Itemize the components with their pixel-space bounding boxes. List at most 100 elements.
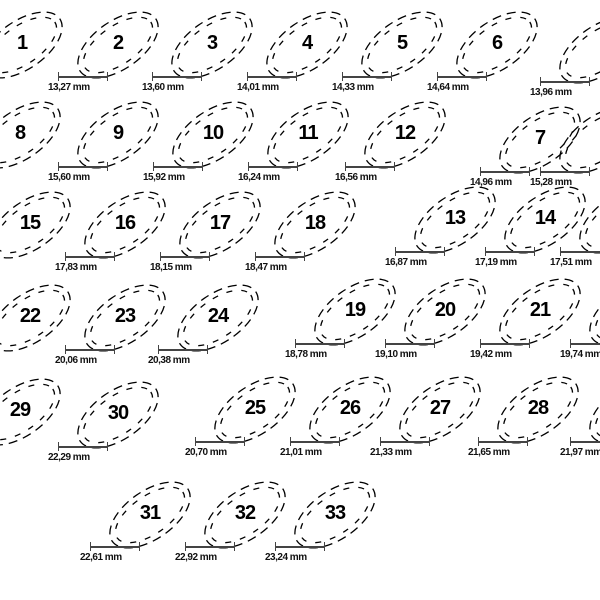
diameter-label: 22,61 mm <box>80 552 122 563</box>
ring-size-number: 27 <box>429 397 451 419</box>
ring-size-item: 10 <box>163 100 263 170</box>
diameter-label: 21,97 mm <box>560 447 600 458</box>
diameter-label: 14,64 mm <box>427 82 469 93</box>
ring-outline-icon <box>499 278 581 346</box>
diameter-label: 14,33 mm <box>332 82 374 93</box>
ring-outline-icon <box>414 186 496 254</box>
scale-bar <box>485 247 535 256</box>
diameter-label: 16,24 mm <box>238 172 280 183</box>
ring-outline-icon <box>84 284 166 352</box>
diameter-label: 18,78 mm <box>285 349 327 360</box>
diameter-label: 17,19 mm <box>475 257 517 268</box>
ring-size-number: 22 <box>19 305 41 327</box>
ring-size-item: 33 <box>285 480 385 550</box>
ring-outline-icon <box>579 186 600 254</box>
scale-bar <box>342 72 392 81</box>
scale-bar <box>160 252 210 261</box>
ring-outline-icon <box>309 376 391 444</box>
ring-size-item: 21 <box>490 277 590 347</box>
ring-outline-icon <box>559 16 600 84</box>
diameter-label: 13,27 mm <box>48 82 90 93</box>
ring-size-number: 5 <box>396 32 408 54</box>
ring-outline-icon <box>499 106 581 174</box>
diameter-label: 19,74 mm <box>560 349 600 360</box>
ring-outline-icon <box>0 378 61 446</box>
ring-size-number: 10 <box>202 122 224 144</box>
scale-bar <box>437 72 487 81</box>
ring-outline-icon <box>179 191 261 259</box>
diameter-label: 15,28 mm <box>530 177 572 188</box>
diameter-label: 13,60 mm <box>142 82 184 93</box>
ring-size-number: 13 <box>444 207 466 229</box>
scale-bar <box>185 542 235 551</box>
diameter-label: 15,92 mm <box>143 172 185 183</box>
scale-bar <box>540 167 590 176</box>
ring-outline-icon <box>456 11 538 79</box>
ring-outline-icon <box>172 101 254 169</box>
ring-size-number: 9 <box>112 122 124 144</box>
ring-size-number: 32 <box>234 502 256 524</box>
ring-size-item: 19 <box>305 277 405 347</box>
ring-outline-icon <box>204 481 286 549</box>
ring-outline-icon <box>267 101 349 169</box>
ring-size-item: 4 <box>257 10 357 80</box>
diameter-label: 17,51 mm <box>550 257 592 268</box>
ring-outline-icon <box>399 376 481 444</box>
ring-outline-icon <box>266 11 348 79</box>
diameter-label: 20,70 mm <box>185 447 227 458</box>
ring-outline-icon <box>589 376 600 444</box>
ring-size-number: 29 <box>9 399 31 421</box>
ring-size-number: 1 <box>16 32 28 54</box>
diameter-label: 16,87 mm <box>385 257 427 268</box>
ring-size-item: 7 <box>490 105 590 175</box>
ring-size-item: 13 <box>405 185 505 255</box>
ring-outline-icon <box>214 376 296 444</box>
diameter-label: 15,60 mm <box>48 172 90 183</box>
ring-size-item: 18 <box>265 190 365 260</box>
ring-outline-icon <box>361 11 443 79</box>
ring-size-number: 31 <box>139 502 161 524</box>
ring-outline-icon <box>0 284 71 352</box>
ring-size-item: 29 <box>0 377 70 447</box>
scale-bar <box>158 345 208 354</box>
scale-bar <box>570 437 600 446</box>
scale-bar <box>395 247 445 256</box>
diameter-label: 21,01 mm <box>280 447 322 458</box>
scale-bar <box>570 339 600 348</box>
scale-bar <box>385 339 435 348</box>
ring-size-item <box>570 185 600 255</box>
diameter-label: 13,96 mm <box>530 87 572 98</box>
diameter-label: 22,92 mm <box>175 552 217 563</box>
ring-size-number: 19 <box>344 299 366 321</box>
diameter-label: 21,65 mm <box>468 447 510 458</box>
ring-size-item: 9 <box>68 100 168 170</box>
ring-size-item: 32 <box>195 480 295 550</box>
ring-size-item: 2 <box>68 10 168 80</box>
diameter-label: 18,15 mm <box>150 262 192 273</box>
ring-size-item: 24 <box>168 283 268 353</box>
ring-size-number: 12 <box>394 122 416 144</box>
scale-bar <box>248 162 298 171</box>
ring-size-item: 14 <box>495 185 595 255</box>
diameter-label: 23,24 mm <box>265 552 307 563</box>
ring-size-item: 28 <box>488 375 588 445</box>
scale-bar <box>65 252 115 261</box>
ring-size-item: 27 <box>390 375 490 445</box>
ring-size-item: 25 <box>205 375 305 445</box>
ring-outline-icon <box>0 11 63 79</box>
ring-size-number: 6 <box>491 32 503 54</box>
ring-size-number: 21 <box>529 299 551 321</box>
ring-size-item: 20 <box>395 277 495 347</box>
ring-size-number: 18 <box>304 212 326 234</box>
diameter-label: 14,96 mm <box>470 177 512 188</box>
scale-bar <box>152 72 202 81</box>
scale-bar <box>380 437 430 446</box>
diameter-label: 22,29 mm <box>48 452 90 463</box>
ring-size-item <box>550 105 600 175</box>
ring-size-item: 1 <box>0 10 72 80</box>
diameter-label: 14,01 mm <box>237 82 279 93</box>
ring-size-number: 4 <box>301 32 313 54</box>
ring-size-item: 30 <box>68 380 168 450</box>
ring-size-number: 3 <box>206 32 218 54</box>
ring-outline-icon <box>294 481 376 549</box>
